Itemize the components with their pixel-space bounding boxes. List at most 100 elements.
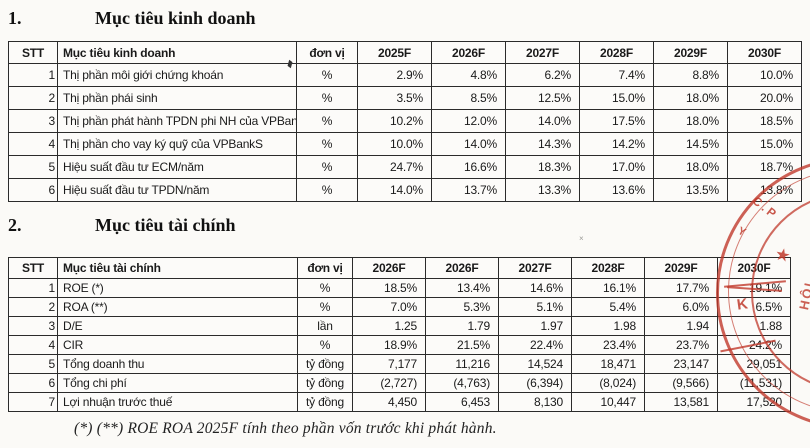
table-row: 7 Lợi nhuận trước thuế tỷ đồng 4,450 6,4… [8, 392, 791, 412]
stamp-text-fragment: HỘI [796, 279, 810, 312]
table-row: 5 Tổng doanh thu tỷ đồng 7,177 11,216 14… [8, 354, 791, 374]
table-row: 6 Hiệu suất đầu tư TPDN/năm % 14.0% 13.7… [8, 178, 802, 202]
row-index: 2 [8, 86, 58, 110]
cell-value: 10.2% [357, 109, 432, 133]
col-header-year-1: 2026F [352, 257, 426, 279]
cell-value: 16.6% [431, 155, 506, 179]
section-2-title: Mục tiêu tài chính [95, 215, 236, 235]
cell-value: 5.1% [498, 297, 572, 317]
col-header-year-3: 2027F [498, 257, 572, 279]
row-label: Tổng chi phí [57, 373, 298, 393]
stamp-text-fragment: Y [735, 224, 748, 240]
col-header-year-4: 2028F [571, 257, 645, 279]
cell-value: 29,051 [717, 354, 791, 374]
row-unit: % [296, 155, 358, 179]
row-unit: % [296, 63, 358, 87]
cell-value: 13.5% [653, 178, 728, 202]
cell-value: 1.25 [352, 316, 426, 336]
cell-value: 15.0% [727, 132, 802, 156]
table-row: 2 ROA (**) % 7.0% 5.3% 5.1% 5.4% 6.0% 6.… [8, 297, 791, 317]
cell-value: 14,524 [498, 354, 572, 374]
table-row: 1 ROE (*) % 18.5% 13.4% 14.6% 16.1% 17.7… [8, 278, 791, 298]
table-row: 3 D/E lần 1.25 1.79 1.97 1.98 1.94 1.88 [8, 316, 791, 336]
cell-value: 18.5% [727, 109, 802, 133]
cell-value: 14.0% [431, 132, 506, 156]
row-unit: % [296, 178, 358, 202]
section-2-number: 2. [8, 215, 22, 235]
cell-value: 2.9% [357, 63, 432, 87]
cell-value: (9,566) [644, 373, 718, 393]
cell-value: 3.5% [357, 86, 432, 110]
cell-value: 10.0% [727, 63, 802, 87]
col-header-unit: đơn vị [297, 257, 353, 279]
row-label: Tổng doanh thu [57, 354, 298, 374]
col-header-unit: đơn vị [296, 41, 358, 64]
row-unit: tỷ đồng [297, 373, 353, 393]
cell-value: 17.0% [579, 155, 654, 179]
col-header-year-6: 2030F [717, 257, 791, 279]
cell-value: 19.1% [717, 278, 791, 298]
table-row: 6 Tổng chi phí tỷ đồng (2,727) (4,763) (… [8, 373, 791, 393]
cell-value: 23.4% [571, 335, 645, 355]
cell-value: 14.0% [357, 178, 432, 202]
cell-value: 18.7% [727, 155, 802, 179]
footnote: (*) (**) ROE ROA 2025F tính theo phần vố… [74, 420, 497, 437]
cell-value: 23,147 [644, 354, 718, 374]
row-label: ROE (*) [57, 278, 298, 298]
section-1-title: Mục tiêu kinh doanh [95, 8, 256, 28]
row-label: Hiệu suất đầu tư ECM/năm [57, 155, 297, 179]
cell-value: 14.2% [579, 132, 654, 156]
cell-value: 18.9% [352, 335, 426, 355]
cell-value: 18.0% [653, 155, 728, 179]
col-header-year-5: 2029F [644, 257, 718, 279]
financial-targets-table: STT Mục tiêu tài chính đơn vị 2026F 2026… [8, 257, 791, 412]
row-unit: % [297, 278, 353, 298]
row-index: 4 [8, 335, 58, 355]
cell-value: 1.97 [498, 316, 572, 336]
cell-value: 13.7% [431, 178, 506, 202]
col-header-year-2028f: 2028F [579, 41, 654, 64]
cell-value: 18.3% [505, 155, 580, 179]
cell-value: 17.7% [644, 278, 718, 298]
row-index: 1 [8, 63, 58, 87]
cell-value: 17,520 [717, 392, 791, 412]
row-label: Hiệu suất đầu tư TPDN/năm [57, 178, 297, 202]
row-unit: lần [297, 316, 353, 336]
row-label: Thị phần phái sinh [57, 86, 297, 110]
col-header-year-2030f: 2030F [727, 41, 802, 64]
row-index: 6 [8, 178, 58, 202]
row-index: 3 [8, 109, 58, 133]
row-label: Thị phần phát hành TPDN phi NH của VPBan… [57, 109, 297, 133]
cell-value: 18,471 [571, 354, 645, 374]
cell-value: 7.4% [579, 63, 654, 87]
row-unit: % [297, 297, 353, 317]
cell-value: (2,727) [352, 373, 426, 393]
cell-value: 20.0% [727, 86, 802, 110]
table-header-row: STT Mục tiêu tài chính đơn vị 2026F 2026… [8, 257, 791, 279]
business-targets-table: STT Mục tiêu kinh doanh đơn vị 2025F 202… [8, 41, 802, 202]
row-unit: % [296, 86, 358, 110]
row-index: 1 [8, 278, 58, 298]
cell-value: 12.5% [505, 86, 580, 110]
table-row: 2 Thị phần phái sinh % 3.5% 8.5% 12.5% 1… [8, 86, 802, 110]
cell-value: 22.4% [498, 335, 572, 355]
table-row: 4 Thị phần cho vay ký quỹ của VPBankS % … [8, 132, 802, 156]
cell-value: 8.8% [653, 63, 728, 87]
cell-value: (4,763) [425, 373, 499, 393]
cell-value: 5.3% [425, 297, 499, 317]
cell-value: 14.0% [505, 109, 580, 133]
row-label: Thị phần cho vay ký quỹ của VPBankS [57, 132, 297, 156]
cell-value: (8,024) [571, 373, 645, 393]
row-unit: tỷ đồng [297, 392, 353, 412]
cell-value: 24.7% [357, 155, 432, 179]
cell-value: 8,130 [498, 392, 572, 412]
row-unit: % [296, 132, 358, 156]
row-index: 7 [8, 392, 58, 412]
row-label: CIR [57, 335, 298, 355]
cell-value: 11,216 [425, 354, 499, 374]
col-header-year-2027f: 2027F [505, 41, 580, 64]
cell-value: 6.2% [505, 63, 580, 87]
cell-value: 12.0% [431, 109, 506, 133]
cell-value: 5.4% [571, 297, 645, 317]
